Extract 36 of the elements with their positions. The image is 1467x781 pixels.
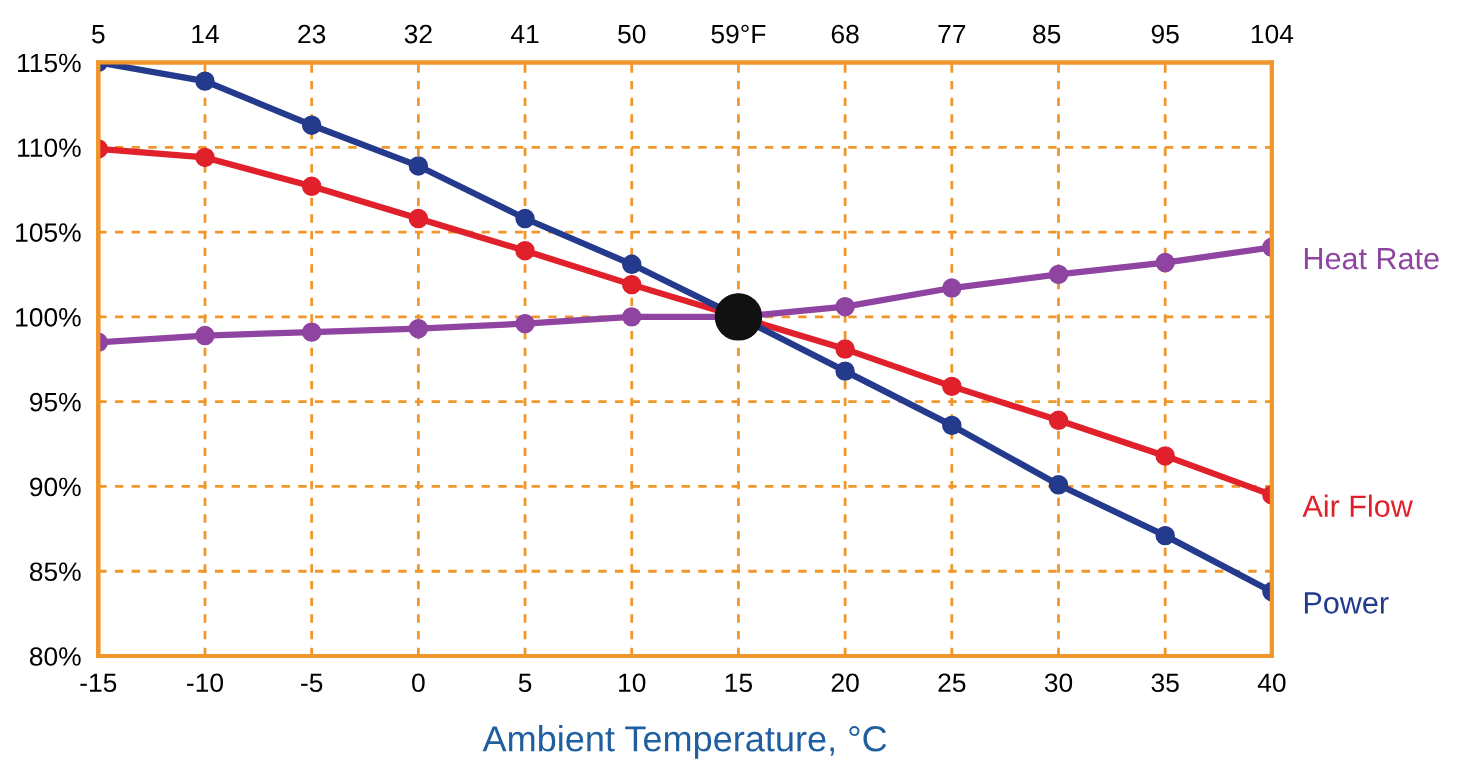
x-tick-label: 15 <box>725 673 753 693</box>
x-tick-label: 35 <box>1151 673 1179 693</box>
y-tick-label: 100% <box>16 308 81 327</box>
y-tick-label: 110% <box>18 138 81 158</box>
x-tick-label: 25 <box>938 673 966 693</box>
y-tick-label: 90% <box>30 477 81 497</box>
x-tick-label: 0 <box>412 673 425 693</box>
y-tick-label: 95% <box>30 392 81 412</box>
x2-tick-label: 50 <box>618 24 646 44</box>
x2-tick-label: 85 <box>1033 24 1061 44</box>
x-tick-label: 40 <box>1257 673 1286 693</box>
y-tick-label: 105% <box>16 223 81 242</box>
series-label: Heat Rate <box>1304 248 1439 270</box>
y-tick-label: 85% <box>29 562 81 582</box>
x-tick-label: -15 <box>80 673 117 693</box>
x-tick-label: 30 <box>1044 673 1073 693</box>
x2-tick-label: 104 <box>1251 24 1294 44</box>
x2-tick-label: 5 <box>92 24 105 44</box>
x2-tick-label: 41 <box>510 24 539 44</box>
x-tick-label: 20 <box>831 673 859 693</box>
x2-tick-label: 23 <box>298 24 326 44</box>
x-tick-label: 10 <box>619 673 646 693</box>
series-label: Air Flow <box>1302 494 1413 518</box>
y-tick-label: 80% <box>29 647 81 666</box>
x-axis-title: Ambient Temperature, °C <box>482 725 887 759</box>
x2-tick-label: 95 <box>1151 24 1179 44</box>
x2-tick-label: 32 <box>404 24 432 44</box>
x2-tick-label: 14 <box>192 24 219 44</box>
x2-tick-label: 59°F <box>711 24 766 44</box>
x2-tick-label: 77 <box>938 24 966 44</box>
series-label: Power <box>1304 592 1389 614</box>
x-tick-label: -5 <box>301 673 323 693</box>
y-tick-label: 115% <box>18 53 81 73</box>
x2-tick-label: 68 <box>831 24 859 44</box>
x-tick-label: -10 <box>187 673 224 693</box>
x-tick-label: 5 <box>518 673 532 693</box>
